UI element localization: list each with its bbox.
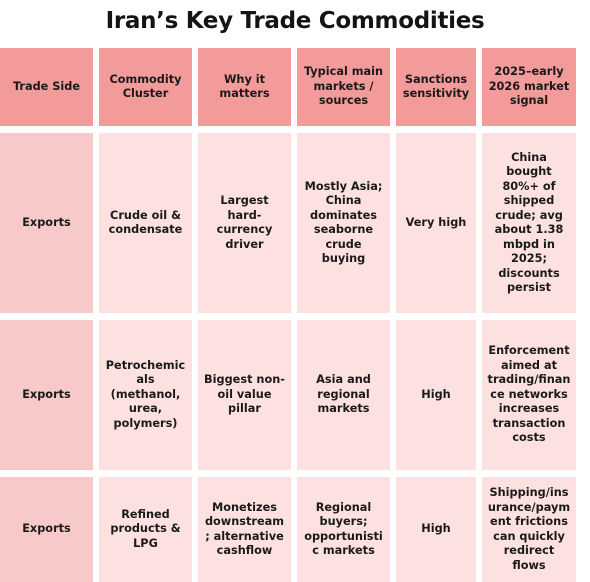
row2-trade-side: Exports	[0, 320, 93, 470]
header-market-signal: 2025–early 2026 market signal	[482, 48, 576, 126]
row2-commodity-cluster: Petrochemicals (methanol, urea, polymers…	[99, 320, 192, 470]
commodities-table: Trade Side Commodity Cluster Why it matt…	[0, 48, 590, 582]
row2-sanctions: High	[396, 320, 476, 470]
header-markets: Typical main markets / sources	[297, 48, 390, 126]
row1-commodity-cluster: Crude oil & condensate	[99, 133, 192, 313]
row3-why-it-matters: Monetizes downstream; alternative cashfl…	[198, 477, 291, 582]
page-title: Iran’s Key Trade Commodities	[105, 8, 485, 34]
header-why-it-matters: Why it matters	[198, 48, 291, 126]
row1-trade-side: Exports	[0, 133, 93, 313]
row1-markets: Mostly Asia; China dominates seaborne cr…	[297, 133, 390, 313]
row2-market-signal: Enforcement aimed at trading/finance net…	[482, 320, 576, 470]
row1-market-signal: China bought 80%+ of shipped crude; avg …	[482, 133, 576, 313]
row3-markets: Regional buyers; opportunistic markets	[297, 477, 390, 582]
header-trade-side: Trade Side	[0, 48, 93, 126]
header-commodity-cluster: Commodity Cluster	[99, 48, 192, 126]
row2-markets: Asia and regional markets	[297, 320, 390, 470]
row2-why-it-matters: Biggest non-oil value pillar	[198, 320, 291, 470]
row3-sanctions: High	[396, 477, 476, 582]
row1-why-it-matters: Largest hard-currency driver	[198, 133, 291, 313]
header-sanctions: Sanctions sensitivity	[396, 48, 476, 126]
row1-sanctions: Very high	[396, 133, 476, 313]
row3-commodity-cluster: Refined products & LPG	[99, 477, 192, 582]
row3-market-signal: Shipping/insurance/payment frictions can…	[482, 477, 576, 582]
row3-trade-side: Exports	[0, 477, 93, 582]
